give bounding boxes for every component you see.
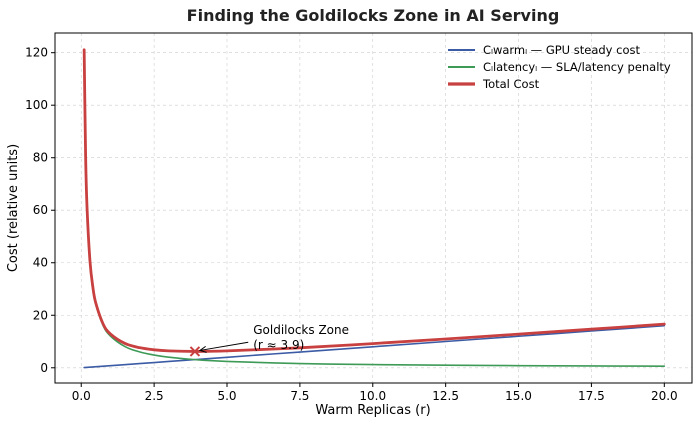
x-tick-label: 5.0 <box>217 389 236 403</box>
series-latency-penalty-line <box>83 49 666 367</box>
y-tick-label: 20 <box>33 308 48 322</box>
x-tick-label: 20.0 <box>651 389 678 403</box>
chart-title: Finding the Goldilocks Zone in AI Servin… <box>187 6 560 25</box>
series-warm-cost-line <box>83 324 666 369</box>
annotation-arrow-head <box>198 345 207 353</box>
annotation-layer: Goldilocks Zone(r ≈ 3.9) <box>189 323 349 357</box>
legend-item-warm-cost-label: Cₗwarmₗ — GPU steady cost <box>483 43 640 57</box>
y-tick-label: 120 <box>25 46 48 60</box>
annotation-label-line1: Goldilocks Zone <box>253 323 349 337</box>
series-layer <box>82 48 666 369</box>
x-tick-label: 17.5 <box>578 389 605 403</box>
annotation-arrow-shaft <box>199 341 249 351</box>
goldilocks-marker <box>189 346 201 357</box>
y-tick-label: 60 <box>33 203 48 217</box>
legend: Cₗwarmₗ — GPU steady cost Cₗlatencyₗ — SL… <box>448 43 671 91</box>
x-axis-label: Warm Replicas (r) <box>315 403 430 418</box>
tick-layer: 0.0 2.5 5.0 7.5 10.0 12.5 15.0 17.5 20.0 0 20 40 60 8… <box>25 46 678 403</box>
annotation-label-line2: (r ≈ 3.9) <box>253 338 304 352</box>
x-tick-label: 12.5 <box>432 389 459 403</box>
plot-frame <box>54 32 693 384</box>
y-tick-label: 100 <box>25 98 48 112</box>
y-tick-label: 80 <box>33 151 48 165</box>
x-tick-label: 15.0 <box>505 389 532 403</box>
x-tick-label: 2.5 <box>145 389 164 403</box>
legend-item-total-cost-label: Total Cost <box>482 77 540 91</box>
x-tick-label: 7.5 <box>290 389 309 403</box>
x-tick-label: 10.0 <box>359 389 386 403</box>
y-tick-label: 40 <box>33 256 48 270</box>
y-axis-label: Cost (relative units) <box>6 144 21 272</box>
grid-layer <box>55 33 692 383</box>
y-tick-label: 0 <box>40 361 48 375</box>
x-tick-label: 0.0 <box>72 389 91 403</box>
series-total-cost-line <box>82 48 666 353</box>
legend-item-latency-penalty-label: Cₗlatencyₗ — SLA/latency penalty <box>483 60 671 74</box>
